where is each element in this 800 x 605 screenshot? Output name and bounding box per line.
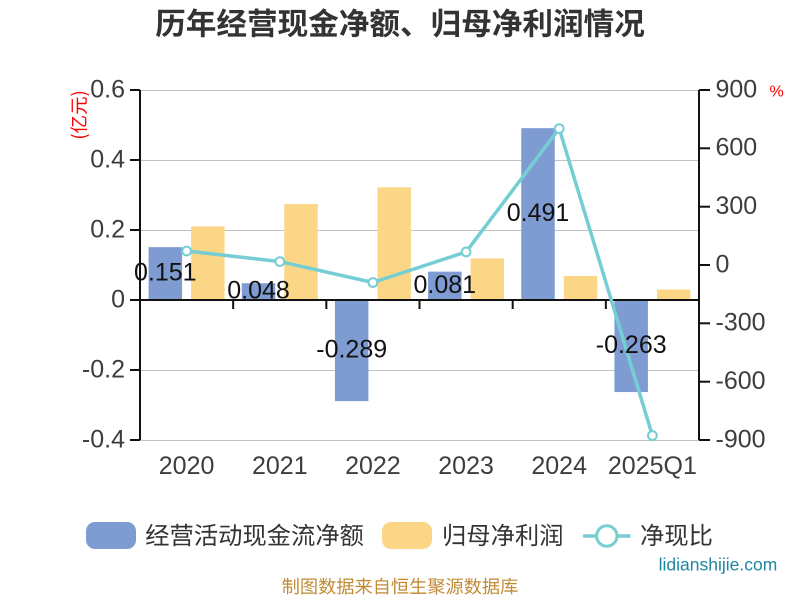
svg-text:-0.263: -0.263	[596, 331, 667, 359]
svg-text:0.151: 0.151	[134, 259, 197, 287]
svg-text:lidianshijie.com: lidianshijie.com	[659, 555, 778, 575]
svg-text:-900: -900	[716, 425, 766, 453]
svg-text:-0.2: -0.2	[82, 355, 125, 383]
svg-text:-0.4: -0.4	[82, 425, 125, 453]
svg-text:-600: -600	[716, 367, 766, 395]
svg-text:%: %	[770, 83, 784, 100]
svg-text:2023: 2023	[438, 452, 494, 480]
svg-text:0.4: 0.4	[90, 145, 125, 173]
svg-text:0: 0	[716, 250, 730, 278]
svg-text:2020: 2020	[159, 452, 215, 480]
svg-text:2021: 2021	[252, 452, 308, 480]
svg-text:2022: 2022	[345, 452, 401, 480]
svg-text:0.048: 0.048	[227, 277, 290, 305]
svg-text:0.6: 0.6	[90, 75, 125, 103]
svg-text:-300: -300	[716, 309, 766, 337]
svg-text:600: 600	[716, 134, 758, 162]
svg-text:0.491: 0.491	[507, 199, 570, 227]
svg-text:900: 900	[716, 75, 758, 103]
svg-text:0.081: 0.081	[414, 271, 477, 299]
svg-text:300: 300	[716, 192, 758, 220]
svg-text:2025Q1: 2025Q1	[608, 452, 697, 480]
svg-text:0.2: 0.2	[90, 215, 125, 243]
svg-text:2024: 2024	[531, 452, 587, 480]
svg-text:0: 0	[111, 285, 125, 313]
svg-text:-0.289: -0.289	[316, 336, 387, 364]
